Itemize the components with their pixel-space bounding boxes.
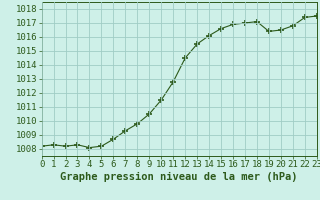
X-axis label: Graphe pression niveau de la mer (hPa): Graphe pression niveau de la mer (hPa) xyxy=(60,172,298,182)
